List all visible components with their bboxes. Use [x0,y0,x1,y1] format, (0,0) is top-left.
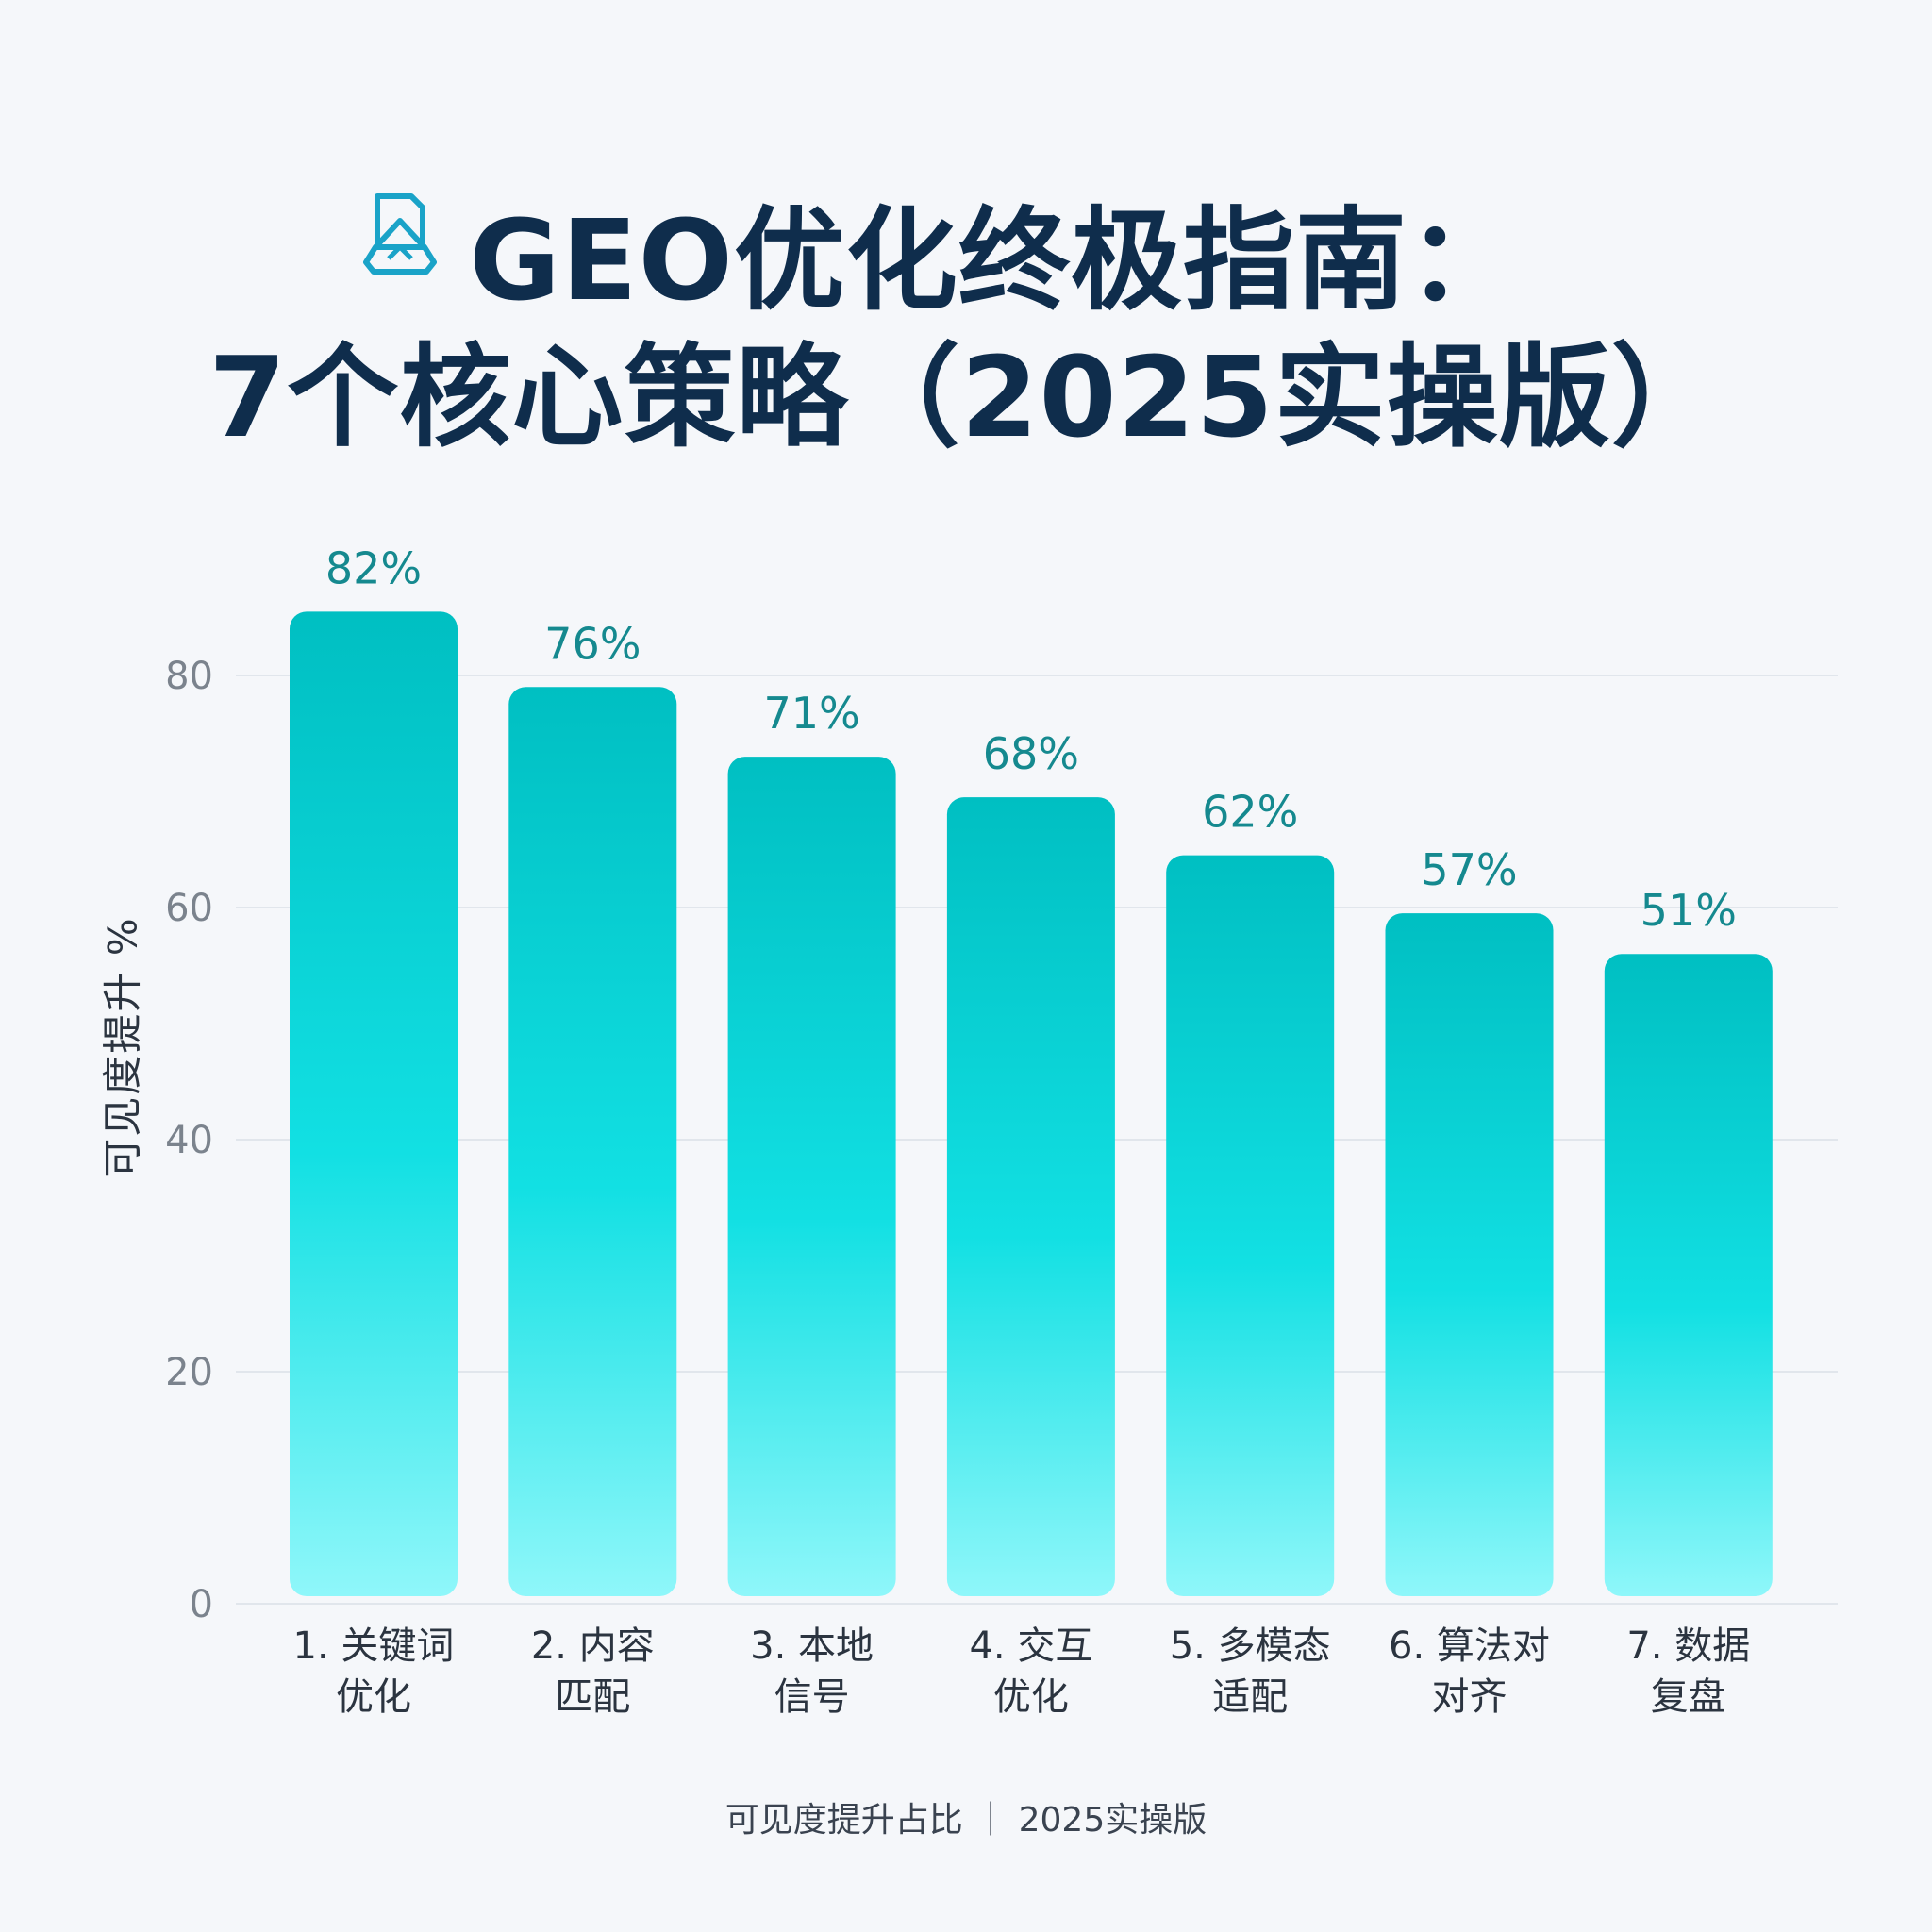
x-category-label-line: 信号 [774,1675,850,1719]
bar [508,687,677,1596]
bar-value-label: 71% [763,688,859,739]
x-category-label-line: 1. 关键词 [292,1624,455,1668]
bar [727,757,896,1596]
page-title-line2: 7个核心策略（2025实操版） [208,332,1724,462]
x-category-label-line: 对齐 [1431,1675,1507,1719]
footer-caption: 可见度提升占比 ｜ 2025实操版 [724,1801,1208,1840]
x-category-label-line: 7. 数据 [1626,1624,1751,1668]
bar [1604,954,1773,1596]
x-category-label-line: 2. 内容 [530,1624,655,1668]
x-category-label-line: 复盘 [1650,1675,1726,1719]
x-category-label-line: 适配 [1212,1675,1289,1719]
value-labels: 82% 76% 71% 68% 62% 57% 51% [325,542,1737,936]
x-category-label-line: 4. 交互 [969,1624,1093,1668]
x-category-label: 3. 本地信号 [708,1621,916,1723]
x-category-label-line: 5. 多模态 [1169,1624,1331,1668]
y-tick-label: 60 [165,887,213,930]
bar [1385,913,1554,1596]
x-category-label-line: 优化 [336,1675,411,1719]
page-title-line1: GEO优化终极指南： [469,195,1520,325]
y-tick-label: 80 [165,655,213,698]
bars [290,611,1773,1596]
bar [946,797,1115,1596]
bar-value-label: 82% [325,542,422,593]
x-category-label-line: 6. 算法对 [1389,1624,1550,1668]
y-tick-label: 0 [190,1583,213,1626]
x-category-label: 2. 内容匹配 [489,1621,696,1723]
bar-value-label: 51% [1641,885,1737,936]
bar-value-label: 76% [544,618,641,669]
bar [290,611,458,1596]
x-category-label-line: 优化 [992,1675,1069,1719]
x-category-label-line: 3. 本地 [750,1624,874,1668]
bar-value-label: 57% [1421,844,1517,895]
x-category-label: 7. 数据复盘 [1585,1621,1792,1723]
x-category-label: 6. 算法对 对齐 [1366,1621,1574,1723]
y-axis-title: 可见度提升 % [99,916,146,1178]
bar-value-label: 68% [983,728,1079,779]
document-icon [363,193,437,275]
x-category-label: 4. 交互优化 [927,1621,1135,1723]
bar-value-label: 62% [1202,787,1298,838]
x-category-label: 1. 关键词 优化 [270,1621,477,1723]
y-axis-ticks: 0 20 40 60 80 [165,655,213,1626]
y-tick-label: 40 [165,1119,213,1162]
x-category-label-line: 匹配 [555,1675,631,1719]
y-tick-label: 20 [165,1351,213,1394]
bar [1166,855,1335,1596]
x-category-label: 5. 多模态 适配 [1146,1621,1354,1723]
